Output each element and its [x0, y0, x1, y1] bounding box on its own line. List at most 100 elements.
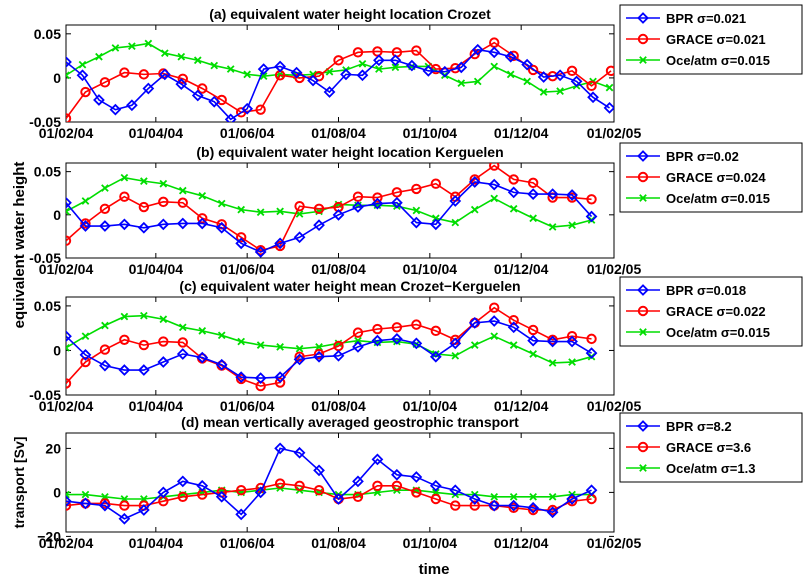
- data-point-BPR: [99, 499, 111, 512]
- x-tick-label: 01/02/04: [39, 125, 94, 141]
- data-point-BPR: [313, 219, 325, 232]
- series-group: [66, 302, 598, 392]
- data-point-BPR: [566, 189, 578, 201]
- data-point-Oce/atm: [210, 61, 219, 70]
- data-point-GRACE: [586, 333, 597, 345]
- data-point-BPR: [215, 490, 228, 503]
- y-tick-label: 0.05: [34, 26, 61, 42]
- legend-3: BPR σ=8.2 GRACE σ=3.6 Oce/atm σ=1.3: [619, 412, 803, 483]
- data-point-GRACE: [586, 80, 597, 92]
- data-point-BPR: [196, 217, 209, 230]
- data-point-BPR: [241, 102, 254, 115]
- data-point-Oce/atm: [605, 83, 614, 92]
- y-tick-label: -0.05: [29, 250, 61, 266]
- data-point-GRACE: [99, 203, 111, 214]
- x-tick-label: 01/02/05: [587, 261, 642, 277]
- data-point-Oce/atm: [509, 341, 518, 349]
- data-point-GRACE: [372, 192, 383, 203]
- data-point-BPR: [175, 78, 188, 90]
- data-point-BPR: [488, 315, 501, 327]
- data-point-GRACE: [605, 65, 614, 77]
- data-point-BPR: [118, 218, 131, 231]
- data-point-BPR: [157, 218, 170, 231]
- data-point-GRACE: [158, 196, 169, 208]
- data-point-BPR: [449, 484, 462, 497]
- data-point-GRACE: [294, 351, 305, 362]
- legend-label: GRACE σ=3.6: [666, 440, 751, 455]
- panel-1: -0.05 0 0.05 01/02/04 01/04/04 01/06/04 01/08/…: [29, 144, 641, 277]
- data-point-Oce/atm: [101, 184, 109, 192]
- data-point-BPR: [176, 348, 189, 360]
- data-point-GRACE: [450, 500, 461, 511]
- data-point-Oce/atm: [217, 199, 226, 208]
- data-point-Oce/atm: [95, 52, 103, 61]
- panel-title: (a) equivalent water height location Cro…: [209, 6, 491, 22]
- data-point-BPR: [293, 446, 306, 459]
- x-tick-label: 01/08/04: [311, 125, 366, 141]
- data-point-Oce/atm: [509, 204, 518, 213]
- y-tick-label: −20: [37, 528, 61, 544]
- data-point-BPR: [137, 504, 150, 516]
- data-point-BPR: [585, 210, 598, 223]
- data-point-BPR: [429, 479, 442, 492]
- y-tick-label: -0.05: [29, 387, 61, 403]
- legend-label: BPR σ=0.02: [666, 149, 739, 164]
- data-point-Oce/atm: [315, 343, 323, 351]
- data-point-Oce/atm: [160, 49, 169, 58]
- data-point-BPR: [142, 82, 155, 95]
- data-point-Oce/atm: [237, 205, 246, 214]
- data-point-BPR: [373, 54, 385, 67]
- x-tick-label: 01/08/04: [311, 261, 366, 277]
- data-point-BPR: [438, 65, 451, 78]
- plot-frame: [65, 296, 615, 396]
- legend-marker: [639, 194, 647, 202]
- series-line-Oce/atm: [66, 314, 592, 364]
- series-line-Oce/atm: [66, 42, 610, 93]
- legend-marker: [639, 464, 647, 472]
- data-point-BPR: [389, 54, 402, 67]
- data-point-GRACE: [66, 378, 72, 389]
- data-point-BPR: [371, 334, 384, 347]
- data-point-GRACE: [586, 194, 597, 205]
- data-point-BPR: [293, 353, 306, 366]
- data-point-BPR: [66, 495, 72, 508]
- data-point-GRACE: [430, 325, 442, 337]
- data-point-Oce/atm: [556, 87, 564, 95]
- data-point-BPR: [468, 176, 481, 188]
- data-point-BPR: [410, 216, 423, 229]
- series-group: [66, 37, 614, 122]
- panel-title: (b) equivalent water height location Ker…: [196, 144, 503, 160]
- legend-label: GRACE σ=0.024: [666, 170, 766, 185]
- data-point-GRACE: [99, 498, 111, 509]
- data-point-BPR: [340, 68, 352, 81]
- y-tick-label: -0.05: [29, 114, 61, 130]
- data-point-Oce/atm: [276, 207, 284, 216]
- data-point-BPR: [307, 74, 319, 87]
- series-line-BPR: [66, 48, 610, 121]
- data-point-BPR: [323, 86, 336, 98]
- series-group: [66, 442, 598, 525]
- data-point-GRACE: [274, 478, 286, 489]
- x-tick-label: 01/06/04: [220, 535, 275, 551]
- data-point-BPR: [585, 484, 598, 497]
- x-tick-label: 01/04/04: [129, 261, 184, 277]
- data-point-BPR: [332, 493, 345, 505]
- series-line-GRACE: [66, 306, 592, 387]
- data-point-GRACE: [313, 348, 325, 360]
- data-point-BPR: [235, 371, 248, 384]
- data-point-Oce/atm: [529, 492, 537, 501]
- legend-label: Oce/atm σ=0.015: [666, 53, 770, 68]
- data-point-BPR: [468, 493, 481, 505]
- panel-0: -0.05 0 0.05 01/02/04 01/04/04 01/06/04 01/08/…: [29, 6, 641, 141]
- data-point-BPR: [429, 218, 442, 231]
- x-tick-label: 01/04/04: [129, 398, 184, 414]
- data-point-Oce/atm: [256, 208, 265, 217]
- data-point-BPR: [224, 113, 237, 122]
- x-tick-label: 01/12/04: [494, 535, 549, 551]
- data-point-Oce/atm: [490, 332, 499, 341]
- x-tick-label: 01/10/04: [403, 261, 458, 277]
- data-point-Oce/atm: [375, 65, 383, 73]
- legend-marker: [637, 305, 649, 317]
- data-point-BPR: [313, 350, 325, 363]
- data-point-GRACE: [352, 47, 364, 58]
